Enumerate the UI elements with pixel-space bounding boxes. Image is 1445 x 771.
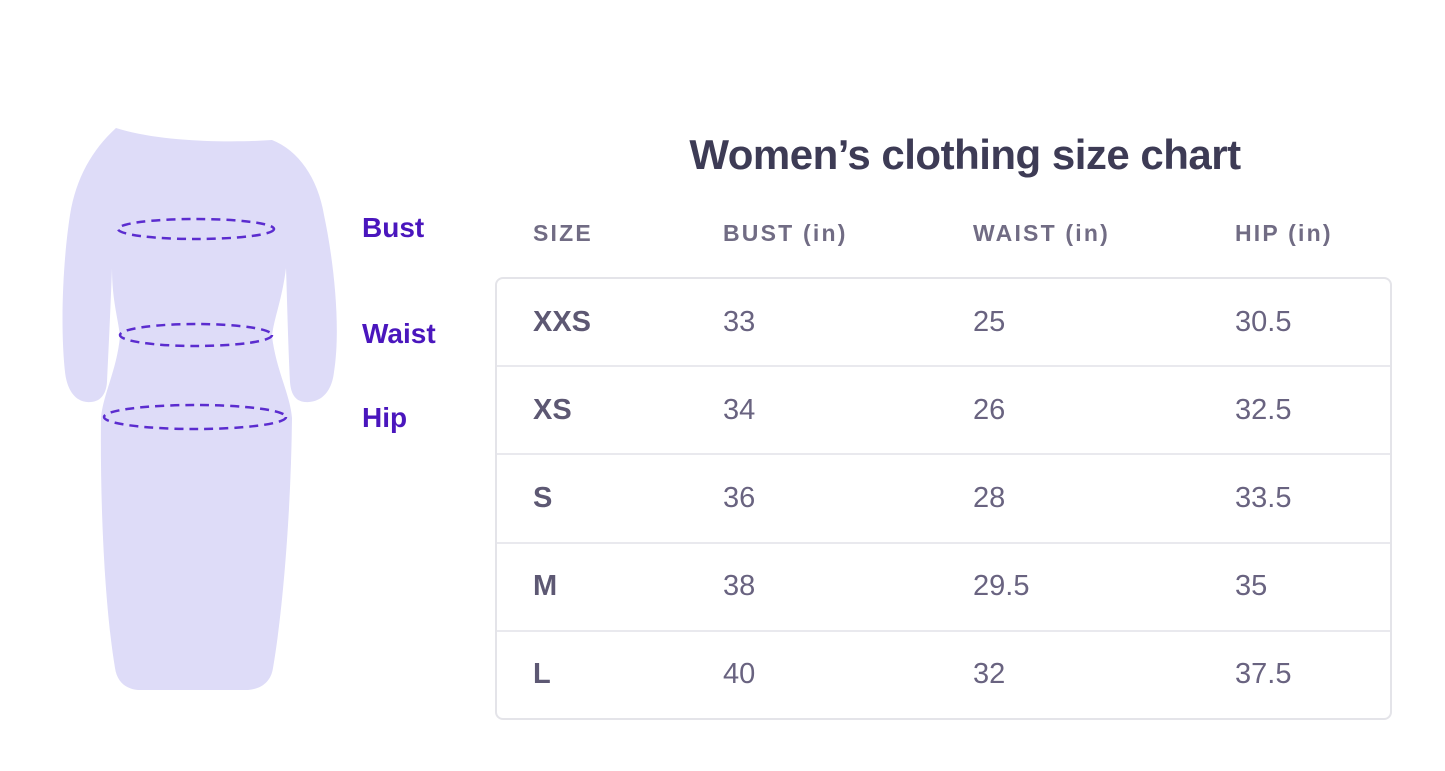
- size-cell: XXS: [533, 305, 592, 338]
- waist-cell: 26: [973, 393, 1006, 426]
- hip-measure-ellipse: [102, 403, 288, 431]
- waist-measure-ellipse: [118, 322, 274, 348]
- hip-cell: 33.5: [1235, 482, 1292, 514]
- bust-cell: 33: [723, 305, 756, 338]
- bust-cell: 34: [723, 393, 756, 426]
- hip-cell: 30.5: [1235, 305, 1292, 338]
- waist-cell: 28: [973, 482, 1006, 514]
- bust-cell: 40: [723, 658, 756, 691]
- size-cell: M: [533, 570, 558, 603]
- size-cell: L: [533, 658, 551, 691]
- dress-body-shape: [62, 128, 337, 690]
- header-waist: WAIST (in): [973, 219, 1110, 246]
- hip-cell: 32.5: [1235, 393, 1292, 426]
- bust-measure-ellipse: [116, 217, 276, 241]
- table-row: XS 34 26 32.5: [497, 365, 1390, 453]
- table-row: XXS 33 25 30.5: [497, 279, 1390, 365]
- header-hip: HIP (in): [1235, 219, 1333, 246]
- waist-cell: 25: [973, 305, 1006, 338]
- waist-cell: 32: [973, 658, 1006, 691]
- hip-cell: 35: [1235, 570, 1268, 603]
- dress-silhouette-icon: [62, 128, 337, 690]
- dress-illustration: [60, 110, 360, 710]
- bust-label: Bust: [362, 212, 425, 243]
- header-size: SIZE: [533, 219, 593, 246]
- waist-label: Waist: [362, 318, 436, 349]
- page-title: Women’s clothing size chart: [689, 131, 1241, 179]
- size-cell: S: [533, 482, 553, 514]
- size-table: XXS 33 25 30.5 XS 34 26 32.5 S 36 28 33.…: [495, 277, 1392, 720]
- size-cell: XS: [533, 393, 572, 426]
- bust-cell: 38: [723, 570, 756, 603]
- header-bust: BUST (in): [723, 219, 848, 246]
- hip-cell: 37.5: [1235, 658, 1292, 691]
- table-row: L 40 32 37.5: [497, 629, 1390, 718]
- table-row: M 38 29.5 35: [497, 541, 1390, 630]
- table-row: S 36 28 33.5: [497, 453, 1390, 541]
- waist-cell: 29.5: [973, 570, 1030, 603]
- hip-label: Hip: [362, 402, 408, 433]
- table-header-row: SIZE BUST (in) WAIST (in) HIP (in): [495, 216, 1392, 250]
- bust-cell: 36: [723, 482, 756, 514]
